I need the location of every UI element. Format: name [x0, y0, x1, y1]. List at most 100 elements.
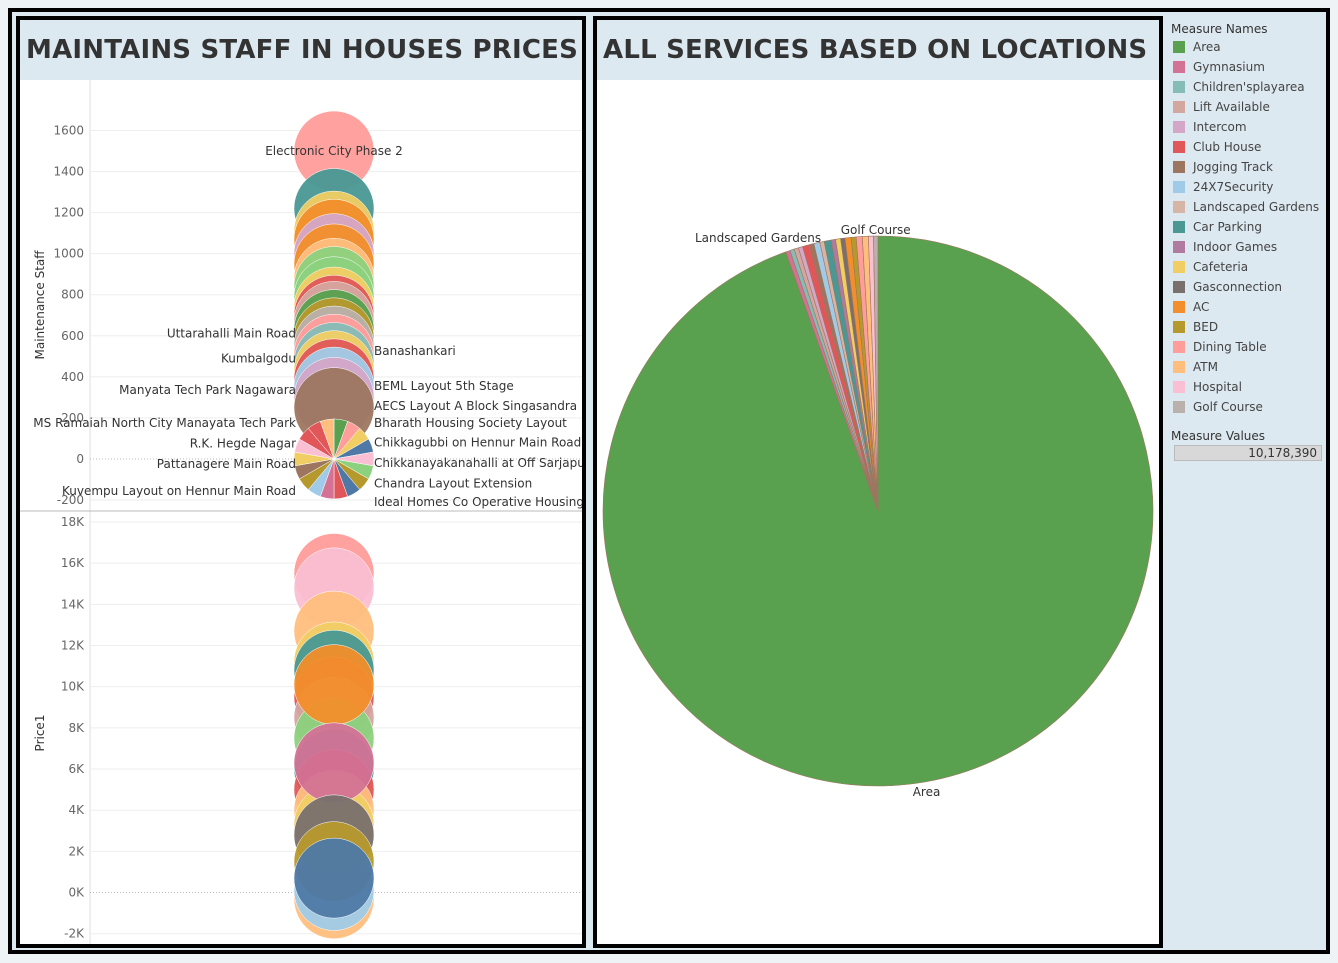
legend-swatch [1173, 121, 1185, 133]
legend-swatch [1173, 61, 1185, 73]
y-tick-label: 1000 [53, 247, 84, 261]
legend-item[interactable]: Club House [1173, 139, 1261, 155]
legend-item[interactable]: BED [1173, 319, 1218, 335]
legend-label: Hospital [1193, 380, 1242, 394]
legend-item[interactable]: Gasconnection [1173, 279, 1282, 295]
legend-swatch [1173, 41, 1185, 53]
legend-title: Measure Names [1171, 22, 1268, 36]
point-label: Chandra Layout Extension [374, 477, 532, 491]
y-tick-label: 800 [61, 288, 84, 302]
legend-label: Landscaped Gardens [1193, 200, 1320, 214]
point-label: Bharath Housing Society Layout [374, 416, 567, 430]
y-tick-label: 6K [68, 762, 85, 776]
legend-item[interactable]: Lift Available [1173, 99, 1270, 115]
point-label: R.K. Hegde Nagar [190, 437, 296, 451]
y-tick-label: 1400 [53, 165, 84, 179]
legend-swatch [1173, 261, 1185, 273]
services-pie-chart[interactable]: Area Landscaped Gardens Golf Course [597, 80, 1159, 944]
point-label: Pattanagere Main Road [157, 457, 296, 471]
legend-item[interactable]: Cafeteria [1173, 259, 1248, 275]
legend-label: Car Parking [1193, 220, 1262, 234]
bubble-mark[interactable] [293, 837, 375, 919]
y-tick-label: 10K [61, 680, 85, 694]
legend-swatch [1173, 161, 1185, 173]
point-label: BEML Layout 5th Stage [374, 379, 514, 393]
point-label: Electronic City Phase 2 [265, 144, 403, 158]
right-panel: ALL SERVICES BASED ON LOCATIONS Area Land… [593, 16, 1163, 948]
legend-swatch [1173, 301, 1185, 313]
pie-slice[interactable] [873, 235, 879, 512]
legend-label: ATM [1193, 360, 1218, 374]
legend-item[interactable]: Gymnasium [1173, 59, 1265, 75]
legend-swatch [1173, 361, 1185, 373]
legend-item[interactable]: Indoor Games [1173, 239, 1277, 255]
y-tick-label: -200 [57, 493, 84, 507]
price-chart[interactable]: 18K 16K 14K 12K 10K 8K 6K 4K 2K 0K -2K Price1 [20, 512, 582, 944]
legend-label: Lift Available [1193, 100, 1270, 114]
y-tick-label: 600 [61, 329, 84, 343]
legend-panel: Measure Names Area Gymnasium Children'spla… [1163, 14, 1323, 944]
legend-label: Golf Course [1193, 400, 1263, 414]
legend-label: Jogging Track [1193, 160, 1273, 174]
legend-label: 24X7Security [1193, 180, 1274, 194]
y-tick-label: 200 [61, 411, 84, 425]
point-label: Kuvempu Layout on Hennur Main Road [62, 484, 296, 498]
legend-item[interactable]: ATM [1173, 359, 1218, 375]
legend-item[interactable]: 24X7Security [1173, 179, 1273, 195]
legend-swatch [1173, 201, 1185, 213]
point-label: Kumbalgodu [221, 351, 296, 365]
measure-values-title: Measure Values [1171, 429, 1266, 443]
maintenance-staff-chart[interactable]: 1600 1400 1200 1000 800 600 400 200 0 -200 Mainten… [20, 80, 582, 512]
legend-label: Dining Table [1193, 340, 1267, 354]
legend-label: Indoor Games [1193, 240, 1278, 254]
y-tick-label: 1600 [53, 124, 84, 138]
point-label: MS Ramaiah North City Manayata Tech Park [33, 416, 296, 430]
legend-label: BED [1193, 320, 1219, 334]
legend-label: AC [1193, 300, 1210, 314]
point-label: AECS Layout A Block Singasandra [374, 399, 577, 413]
y-tick-label: 400 [61, 370, 84, 384]
point-label: Chikkanayakanahalli at Off Sarjapur [374, 456, 582, 470]
legend-label: Intercom [1193, 120, 1247, 134]
y-axis-title: Maintenance Staff [33, 250, 47, 360]
y-tick-label: 18K [61, 515, 85, 529]
legend-swatch [1173, 401, 1185, 413]
bubble-mark[interactable] [293, 644, 375, 725]
point-label: Chikkagubbi on Hennur Main Road [374, 436, 581, 450]
bubble-mark[interactable] [293, 722, 375, 804]
legend-swatch [1173, 281, 1185, 293]
point-label: Uttarahalli Main Road [167, 327, 296, 341]
pie-slice-label: Area [913, 785, 941, 799]
legend-label: Area [1193, 40, 1221, 54]
left-panel: MAINTAINS STAFF IN HOUSES PRICES 1600 140… [16, 16, 586, 948]
pie-slice-label: Landscaped Gardens [695, 231, 821, 245]
y-tick-label: -2K [64, 927, 85, 941]
y-tick-label: 8K [68, 721, 85, 735]
y-tick-label: 0 [76, 452, 84, 466]
legend-swatch [1173, 341, 1185, 353]
legend-item[interactable]: Children'splayarea [1173, 79, 1305, 95]
legend-label: Children'splayarea [1193, 80, 1305, 94]
point-label: Ideal Homes Co Operative Housing Society [374, 495, 582, 509]
legend-item[interactable]: Intercom [1173, 119, 1247, 135]
point-label: Banashankari [374, 344, 456, 358]
legend-item[interactable]: Hospital [1173, 379, 1242, 395]
legend-item[interactable]: Landscaped Gardens [1173, 199, 1319, 215]
legend-item[interactable]: Dining Table [1173, 339, 1267, 355]
y-tick-label: 0K [68, 886, 85, 900]
y-tick-label: 14K [61, 597, 85, 611]
legend-item[interactable]: Jogging Track [1173, 159, 1273, 175]
legend-label: Cafeteria [1193, 260, 1249, 274]
legend-item[interactable]: Area [1173, 39, 1221, 55]
measure-values-slider[interactable]: 10,178,390 [1174, 445, 1322, 461]
y-tick-label: 12K [61, 639, 85, 653]
legend-item[interactable]: Golf Course [1173, 399, 1263, 415]
legend-swatch [1173, 141, 1185, 153]
legend-label: Club House [1193, 140, 1262, 154]
y-axis-title: Price1 [33, 715, 47, 752]
pie-slice-label: Golf Course [841, 223, 911, 237]
legend-item[interactable]: Car Parking [1173, 219, 1262, 235]
legend-item[interactable]: AC [1173, 299, 1209, 315]
legend-swatch [1173, 221, 1185, 233]
bubble-pie-slice[interactable] [319, 418, 335, 460]
